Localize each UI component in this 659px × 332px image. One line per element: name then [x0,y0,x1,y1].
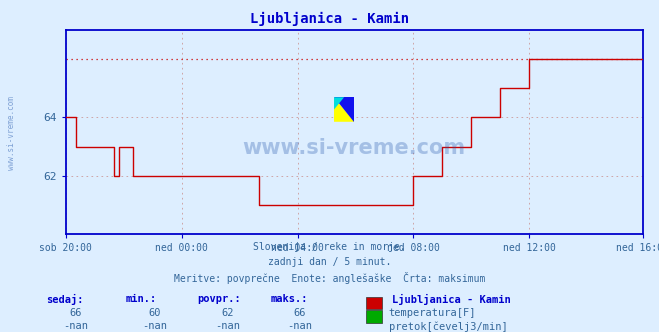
Text: Meritve: povprečne  Enote: anglešaške  Črta: maksimum: Meritve: povprečne Enote: anglešaške Črt… [174,272,485,284]
Text: 60: 60 [149,308,161,318]
Text: -nan: -nan [142,321,167,331]
Text: Ljubljanica - Kamin: Ljubljanica - Kamin [392,294,511,305]
Text: sedaj:: sedaj: [46,294,84,305]
Text: pretok[čevelj3/min]: pretok[čevelj3/min] [389,321,507,332]
Text: maks.:: maks.: [270,294,308,304]
Text: 62: 62 [221,308,233,318]
Text: -nan: -nan [287,321,312,331]
Text: temperatura[F]: temperatura[F] [389,308,476,318]
Text: zadnji dan / 5 minut.: zadnji dan / 5 minut. [268,257,391,267]
Text: -nan: -nan [215,321,240,331]
Polygon shape [334,97,355,122]
Text: -nan: -nan [63,321,88,331]
Polygon shape [334,97,355,122]
Text: www.si-vreme.com: www.si-vreme.com [7,96,16,170]
Text: 66: 66 [294,308,306,318]
Text: www.si-vreme.com: www.si-vreme.com [243,138,466,158]
Text: Slovenija / reke in morje.: Slovenija / reke in morje. [253,242,406,252]
Text: 66: 66 [70,308,82,318]
Polygon shape [334,97,344,110]
Text: povpr.:: povpr.: [198,294,241,304]
Text: Ljubljanica - Kamin: Ljubljanica - Kamin [250,12,409,26]
Text: min.:: min.: [125,294,156,304]
